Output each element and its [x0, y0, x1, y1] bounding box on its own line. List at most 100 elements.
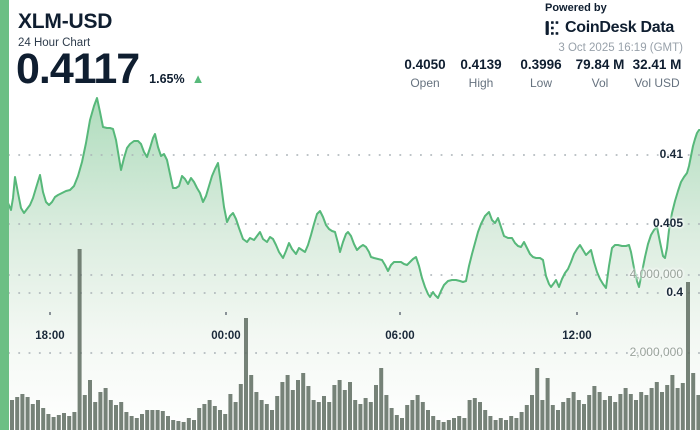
change-percent: 1.65%: [149, 72, 185, 86]
volume-bar: [675, 388, 680, 430]
volume-bar: [623, 388, 628, 430]
stat-vol: 79.84 M Vol: [558, 57, 642, 90]
volume-bar: [249, 375, 254, 430]
volume-bar: [389, 408, 394, 430]
volume-bar: [212, 406, 217, 430]
volume-bar: [608, 396, 612, 430]
volume-bar: [426, 410, 430, 430]
volume-bar: [379, 368, 384, 430]
volume-bar: [202, 404, 207, 430]
volume-bar: [353, 400, 358, 430]
volume-bar: [15, 397, 20, 430]
volume-bar: [363, 398, 368, 430]
volume-bar: [618, 394, 623, 430]
price-row: 0.4117 1.65% ▲: [16, 48, 204, 91]
volume-bar: [56, 415, 61, 430]
brand-row[interactable]: CoinDesk Data: [545, 19, 683, 37]
volume-bar: [670, 375, 675, 430]
volume-bar: [530, 395, 534, 430]
volume-bar: [197, 408, 202, 430]
volume-bar: [119, 402, 124, 430]
volume-bar: [285, 375, 290, 430]
volume-bar: [519, 412, 524, 430]
volume-bar: [67, 416, 72, 430]
volume-bar: [46, 414, 51, 430]
volume-bar: [51, 417, 56, 430]
volume-bar: [582, 404, 586, 430]
volume-bar: [30, 404, 35, 430]
volume-bar: [566, 398, 571, 430]
volume-bar: [405, 405, 410, 430]
volume-bar: [498, 418, 503, 430]
volume-bar: [98, 392, 103, 430]
volume-bar: [327, 402, 332, 430]
volume-bar: [613, 402, 618, 430]
volume-bar: [332, 385, 337, 430]
volume-bar: [150, 410, 155, 430]
volume-bar: [415, 395, 420, 430]
price-line: [7, 97, 700, 299]
stat-vol-usd-value: 32.41 M: [632, 57, 682, 72]
volume-bar: [592, 386, 597, 430]
volume-bar: [72, 412, 77, 430]
stat-high-value: 0.4139: [460, 57, 502, 72]
volume-bar: [280, 382, 285, 430]
volume-bar: [394, 415, 399, 430]
last-price: 0.4117: [16, 45, 140, 93]
volume-bar: [384, 395, 389, 430]
volume-bar: [561, 402, 566, 430]
stat-vol-value: 79.84 M: [575, 57, 625, 72]
brand-name: CoinDesk Data: [565, 19, 675, 36]
coindesk-logo-icon: [545, 21, 559, 35]
volume-bar: [166, 416, 170, 430]
volume-bar: [504, 420, 508, 430]
volume-bar: [472, 398, 477, 430]
stat-low-value: 0.3996: [520, 57, 562, 72]
volume-bar: [218, 410, 222, 430]
volume-bar: [124, 412, 129, 430]
stat-high-label: High: [468, 76, 494, 90]
volume-bar: [342, 390, 347, 430]
volume-bar: [535, 368, 540, 430]
volume-bar: [467, 400, 472, 430]
volume-bar: [374, 385, 378, 430]
stat-vol-usd: 32.41 M Vol USD: [615, 57, 699, 90]
volume-bar: [509, 416, 514, 430]
volume-bar: [441, 422, 446, 430]
volume-bar: [556, 410, 560, 430]
volume-bar: [36, 400, 40, 430]
stat-open: 0.4050 Open: [383, 57, 467, 90]
volume-bar: [649, 388, 654, 430]
volume-bar: [238, 384, 243, 430]
volume-bar: [82, 395, 87, 430]
chart-subtitle: 24 Hour Chart: [18, 37, 91, 49]
volume-bar: [134, 418, 139, 430]
volume-bar: [10, 400, 14, 430]
volume-bar: [129, 416, 134, 430]
instrument-symbol: XLM-USD: [18, 10, 113, 33]
powered-by-label: Powered by: [545, 2, 607, 14]
volume-bar: [696, 395, 700, 430]
volume-bar: [103, 388, 108, 430]
branding-block: Powered by CoinDesk Data 3 Oct 2025 16:1…: [545, 2, 683, 54]
volume-bar: [20, 394, 25, 430]
volume-bar: [311, 400, 316, 430]
volume-bar: [462, 418, 467, 430]
volume-bar: [176, 421, 181, 430]
chart-header: XLM-USD 24 Hour Chart: [18, 10, 112, 49]
volume-bar: [140, 414, 144, 430]
volume-bar: [691, 373, 696, 430]
volume-bar: [524, 405, 529, 430]
volume-bar: [348, 382, 352, 430]
volume-bar: [77, 249, 82, 430]
volume-bar: [244, 318, 248, 430]
volume-bar: [223, 414, 228, 430]
volume-bar: [41, 408, 46, 430]
volume-bar: [88, 380, 92, 430]
volume-bar: [181, 422, 186, 430]
volume-bar: [665, 385, 670, 430]
stat-vol-usd-label: Vol USD: [634, 76, 680, 90]
price-area-fill: [8, 98, 700, 430]
